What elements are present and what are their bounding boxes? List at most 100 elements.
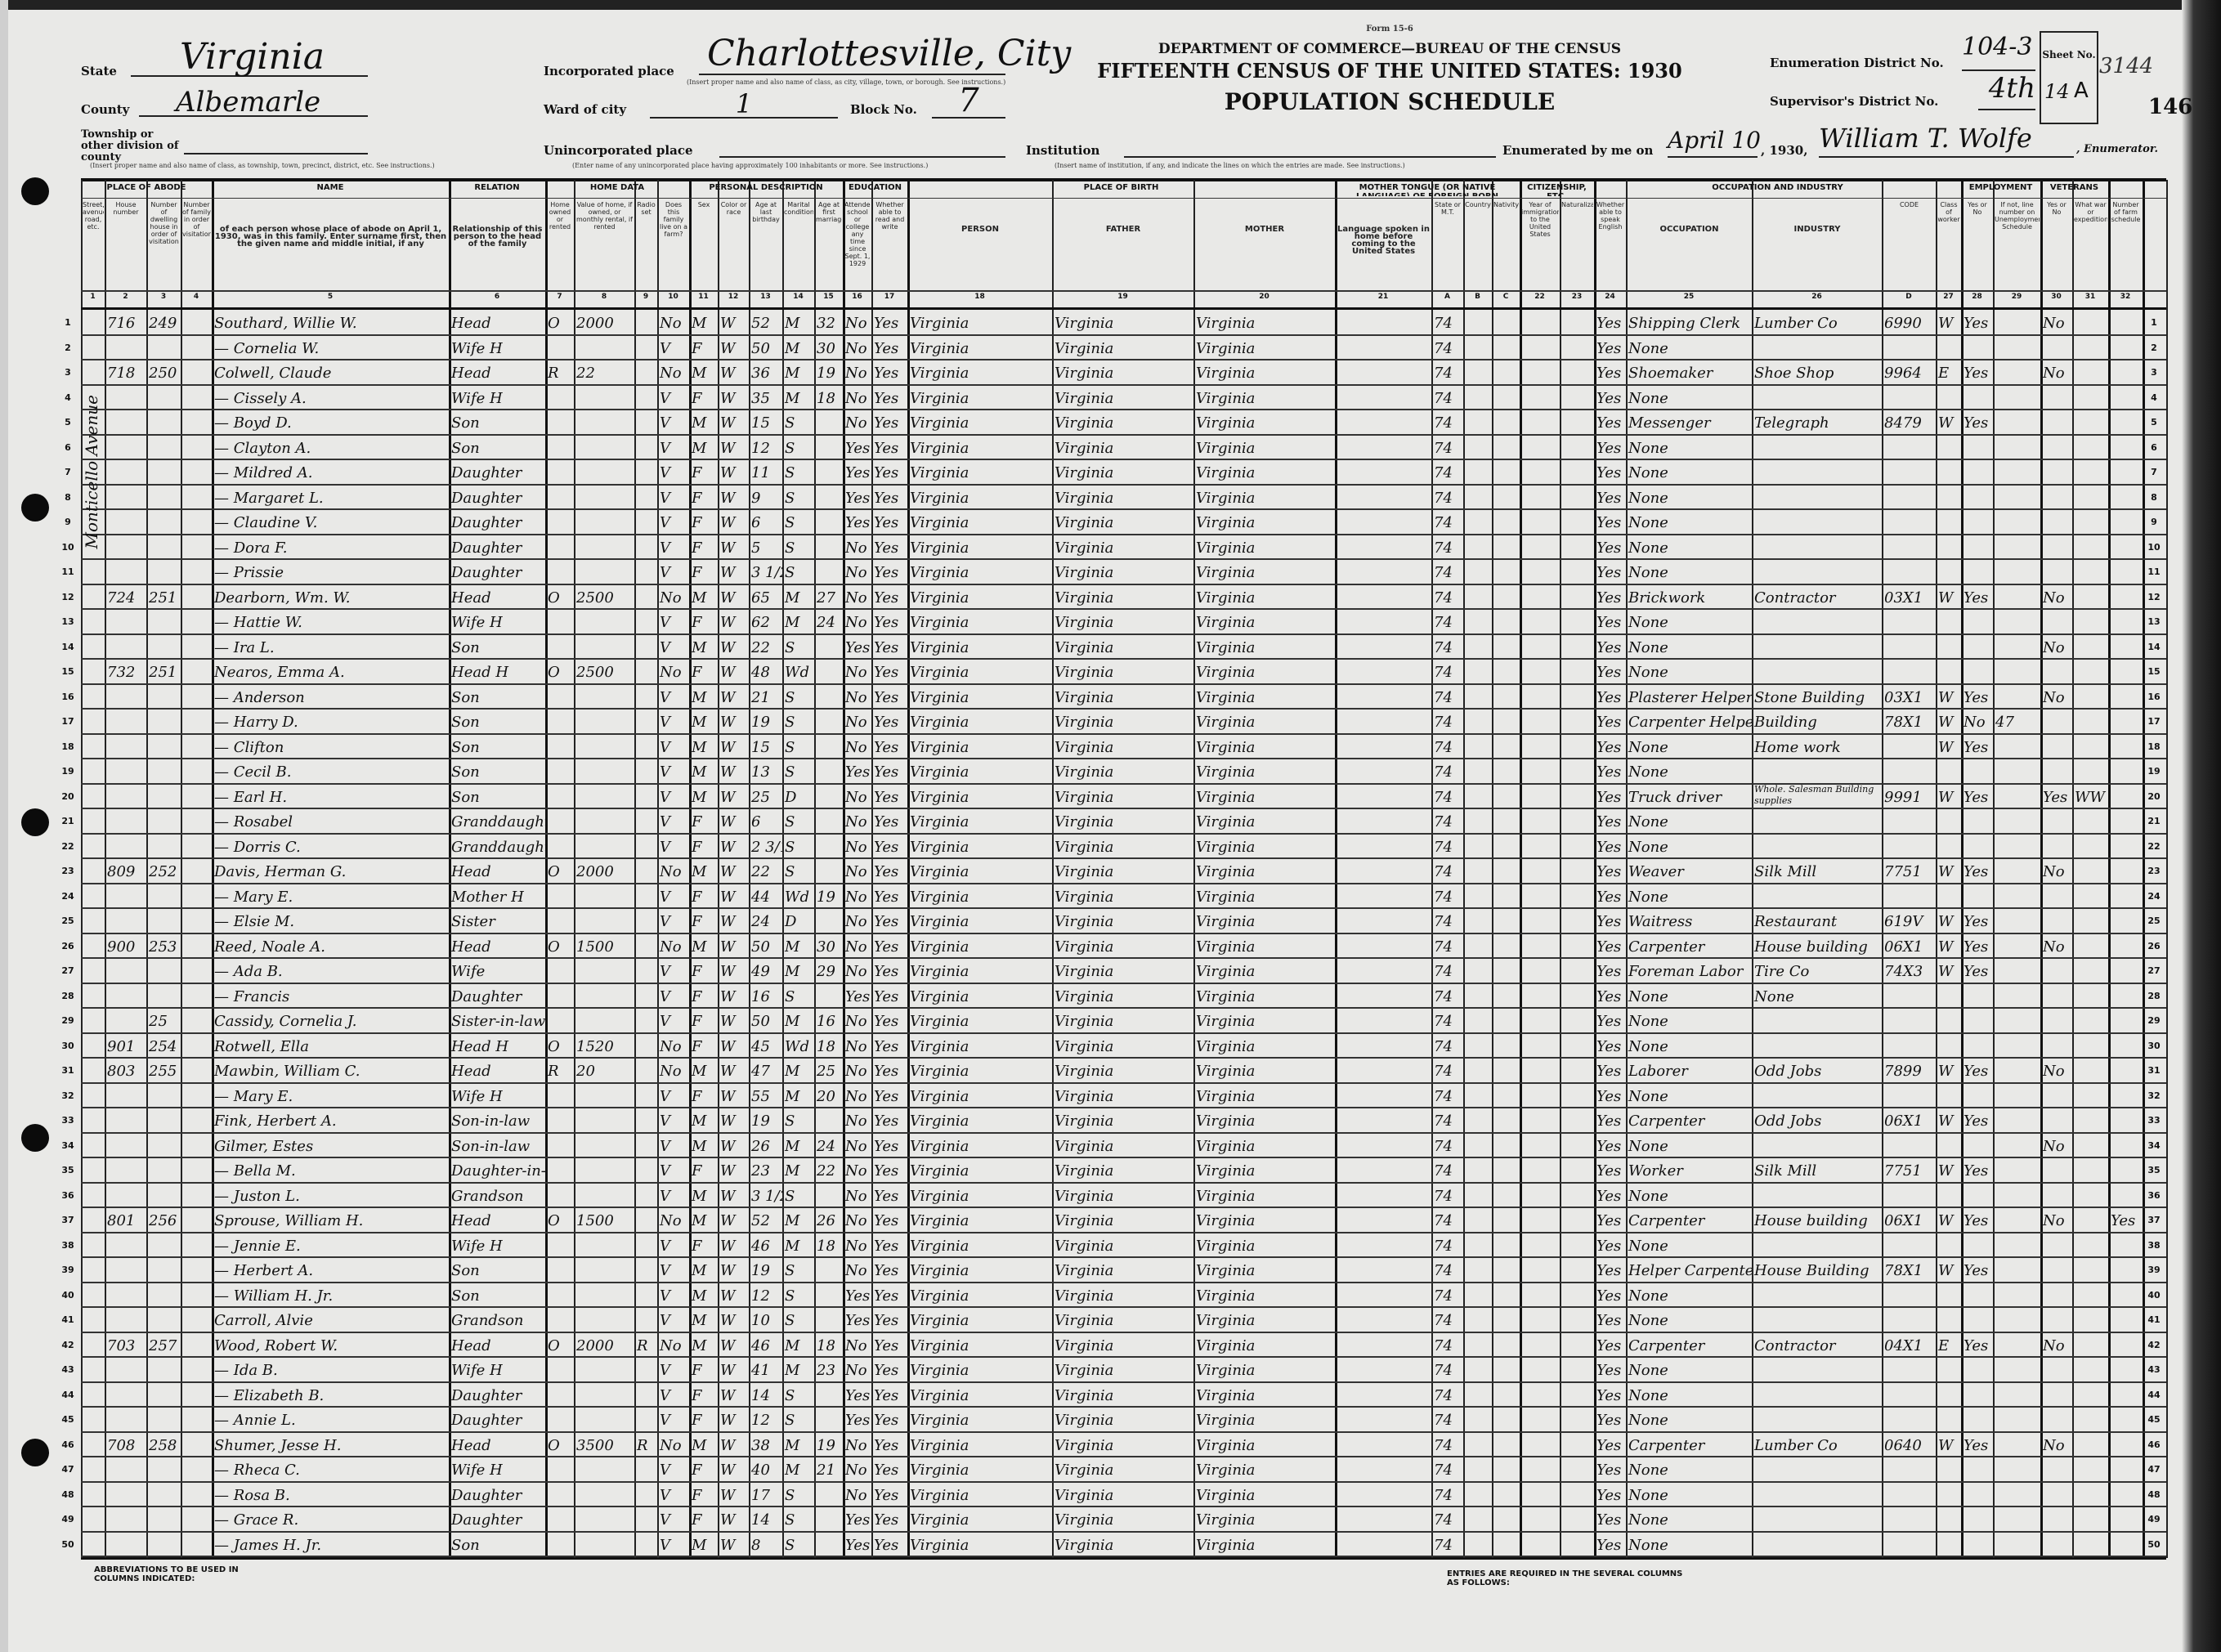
cell-m: S <box>785 838 795 856</box>
cell-n: Colwell, Claude <box>214 365 332 382</box>
cell-oc: None <box>1628 1462 1668 1479</box>
row-divider <box>81 907 2166 909</box>
cell-bf: Virginia <box>1055 1187 1114 1205</box>
cell-r: Head H <box>451 664 509 681</box>
cell-ca: 74 <box>1434 1436 1453 1454</box>
line-number-left: 49 <box>61 1514 74 1524</box>
cell-a: 22 <box>751 638 770 656</box>
cell-bf: Virginia <box>1055 838 1114 856</box>
cell-n: — Claudine V. <box>214 514 318 531</box>
line-number: 11 <box>2147 566 2161 577</box>
row-divider <box>81 782 2166 785</box>
line-number: 41 <box>2147 1314 2161 1325</box>
column-header-in: INDUSTRY <box>1793 225 1841 234</box>
cell-cl: W <box>1938 1063 1954 1080</box>
cell-ca: 74 <box>1434 1386 1453 1404</box>
line-number: 25 <box>2147 916 2161 926</box>
cell-bm: Virginia <box>1196 714 1256 731</box>
line-number: 19 <box>2147 766 2161 777</box>
cell-r: Head <box>451 589 491 607</box>
cell-vt: No <box>2043 1063 2065 1080</box>
column-divider <box>574 180 575 1558</box>
cell-bp: Virginia <box>910 514 969 531</box>
cell-bf: Virginia <box>1055 738 1114 756</box>
cell-s: F <box>692 1412 702 1429</box>
cell-s: F <box>692 963 702 980</box>
cell-oc: None <box>1628 763 1668 781</box>
cell-em: Yes <box>1964 1336 1989 1354</box>
cell-rw: Yes <box>874 1386 899 1404</box>
cell-bm: Virginia <box>1196 1412 1256 1429</box>
cell-bp: Virginia <box>910 963 969 980</box>
cell-rw: Yes <box>874 938 899 956</box>
cell-em: Yes <box>1964 788 1989 806</box>
line-number-left: 33 <box>61 1115 74 1126</box>
cell-bm: Virginia <box>1196 1436 1256 1454</box>
cell-bm: Virginia <box>1196 788 1256 806</box>
cell-bm: Virginia <box>1196 489 1256 507</box>
cell-r: Head <box>451 863 491 880</box>
cell-bp: Virginia <box>910 1362 969 1379</box>
line-number: 10 <box>2147 541 2161 553</box>
cell-bp: Virginia <box>910 987 969 1005</box>
cell-s: M <box>692 414 707 432</box>
line-number: 36 <box>2147 1189 2161 1201</box>
cell-ca: 74 <box>1434 389 1453 407</box>
line-number-left: 5 <box>65 417 71 428</box>
cell-n: — Margaret L. <box>214 489 324 507</box>
cell-s: F <box>692 1486 702 1504</box>
cell-em: Yes <box>1964 738 1989 756</box>
column-divider <box>843 180 845 1558</box>
cell-sc: No <box>845 414 867 432</box>
cell-m: S <box>785 1486 795 1504</box>
cell-bp: Virginia <box>910 564 969 581</box>
incorporated-field: Charlottesville, City <box>699 33 1071 75</box>
column-number-d: 3 <box>160 293 167 301</box>
cell-in: Odd Jobs <box>1754 1113 1822 1130</box>
cell-o: R <box>548 1063 559 1080</box>
cell-vt: No <box>2043 938 2065 956</box>
column-header-cl: Class of worker <box>1937 201 1960 223</box>
cell-s: M <box>692 714 707 731</box>
cell-ma: 29 <box>817 963 835 980</box>
block-label: Block No. <box>850 102 917 117</box>
cell-a: 2 3/12 <box>751 838 782 856</box>
cell-bp: Virginia <box>910 589 969 607</box>
column-number-ra: 9 <box>643 293 649 301</box>
line-number-left: 36 <box>61 1189 74 1201</box>
cell-c: W <box>720 738 736 756</box>
cell-fa: V <box>660 1486 670 1504</box>
cell-bf: Virginia <box>1055 489 1114 507</box>
cell-a: 8 <box>751 1536 761 1554</box>
cell-bm: Virginia <box>1196 439 1256 457</box>
cell-ca: 74 <box>1434 439 1453 457</box>
cell-n: — Cornelia W. <box>214 339 320 357</box>
column-number-en: 24 <box>1605 293 1615 301</box>
column-divider <box>814 180 816 1558</box>
cell-n: — Herbert A. <box>214 1262 314 1279</box>
cell-sc: No <box>845 1087 867 1105</box>
cell-ca: 74 <box>1434 1486 1453 1504</box>
column-header-cb: Country <box>1465 201 1491 208</box>
cell-oc: Weaver <box>1628 863 1684 880</box>
cell-fa: V <box>660 614 670 631</box>
cell-bf: Virginia <box>1055 1137 1114 1155</box>
column-divider <box>146 180 148 1558</box>
column-header-d: Number of dwelling house in order of vis… <box>149 201 179 245</box>
cell-oc: None <box>1628 1486 1668 1504</box>
cell-bp: Virginia <box>910 1237 969 1255</box>
column-number-s: 11 <box>698 293 709 301</box>
cell-m: S <box>785 439 795 457</box>
cell-vt: No <box>2043 315 2065 332</box>
cell-m: S <box>785 738 795 756</box>
cell-c: W <box>720 1462 736 1479</box>
cell-s: M <box>692 688 707 706</box>
cell-s: M <box>692 638 707 656</box>
cell-fa: No <box>660 664 682 681</box>
cell-r: Son <box>451 1287 480 1305</box>
row-divider <box>81 1081 2166 1084</box>
cell-bm: Virginia <box>1196 1162 1256 1180</box>
cell-n: — Hattie W. <box>214 614 302 631</box>
cell-oc: None <box>1628 738 1668 756</box>
enumerated-date: April 10 <box>1668 127 1761 158</box>
